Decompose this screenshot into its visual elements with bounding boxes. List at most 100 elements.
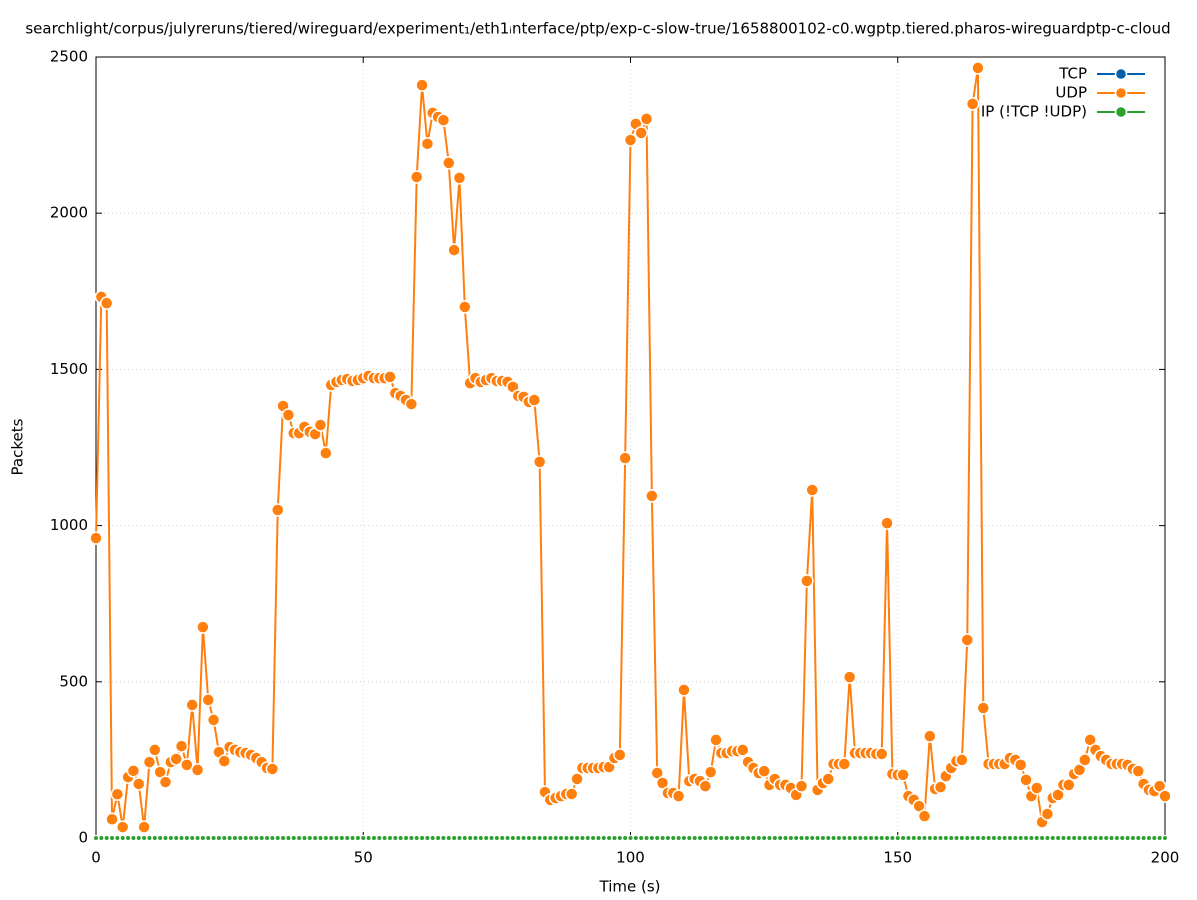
data-point <box>189 835 196 841</box>
data-point <box>729 835 736 841</box>
data-point <box>900 835 907 841</box>
data-point <box>253 835 260 841</box>
data-point <box>917 809 932 823</box>
data-point <box>215 835 222 841</box>
data-point <box>677 683 691 697</box>
data-point <box>971 61 985 75</box>
data-point <box>703 765 718 779</box>
data-point <box>409 170 424 184</box>
data-point <box>894 835 901 841</box>
data-point <box>1006 835 1013 841</box>
data-point <box>921 835 928 841</box>
series <box>93 835 1168 841</box>
data-point <box>196 620 210 634</box>
data-point <box>132 777 146 791</box>
data-point <box>1049 835 1056 841</box>
data-point <box>269 835 276 841</box>
data-point <box>873 835 880 841</box>
data-point <box>632 835 639 841</box>
data-point <box>313 418 328 432</box>
data-point <box>531 835 538 841</box>
data-point <box>623 133 638 147</box>
data-point <box>173 835 180 841</box>
data-point <box>1151 835 1158 841</box>
data-point <box>1055 835 1062 841</box>
data-point <box>857 835 864 841</box>
data-point <box>771 835 778 841</box>
data-point <box>739 835 746 841</box>
data-point <box>814 835 821 841</box>
data-point <box>639 112 654 126</box>
data-point <box>392 835 399 841</box>
data-point <box>301 835 308 841</box>
data-point <box>670 835 677 841</box>
data-point <box>194 835 201 841</box>
data-point <box>248 835 255 841</box>
data-point <box>552 835 559 841</box>
data-point <box>777 835 784 841</box>
data-point <box>536 835 543 841</box>
data-point <box>148 743 162 757</box>
data-point <box>611 835 618 841</box>
data-point <box>376 835 383 841</box>
data-point <box>1060 835 1067 841</box>
data-point <box>525 835 532 841</box>
data-point <box>659 835 666 841</box>
data-point <box>442 156 456 170</box>
data-point <box>119 835 126 841</box>
data-point <box>942 835 949 841</box>
data-point <box>458 300 472 314</box>
data-point <box>210 835 217 841</box>
data-point <box>226 835 233 841</box>
data-point <box>386 835 393 841</box>
data-point <box>698 779 713 793</box>
data-point <box>1019 773 1033 787</box>
data-point <box>980 835 987 841</box>
data-point <box>206 713 221 727</box>
data-point <box>89 531 103 545</box>
data-point <box>579 835 586 841</box>
data-point <box>98 835 105 841</box>
data-point <box>964 835 971 841</box>
data-point <box>1065 835 1072 841</box>
data-point <box>115 820 130 834</box>
data-point <box>527 393 542 407</box>
data-point <box>383 370 397 384</box>
data-point <box>884 835 891 841</box>
data-point <box>755 835 762 841</box>
data-point <box>1162 835 1168 841</box>
data-point <box>996 835 1003 841</box>
data-point <box>319 446 333 460</box>
data-point <box>638 835 645 841</box>
data-point <box>782 835 789 841</box>
data-point <box>1108 835 1115 841</box>
data-point <box>467 835 474 841</box>
data-point <box>142 755 157 769</box>
data-point <box>174 739 189 753</box>
data-point <box>691 835 698 841</box>
data-point <box>707 835 714 841</box>
data-point <box>532 455 547 469</box>
data-point <box>613 748 627 762</box>
y-tick-label: 2500 <box>50 48 88 66</box>
legend-label: UDP <box>1055 84 1087 102</box>
data-point <box>761 835 768 841</box>
x-tick-label: 150 <box>883 849 912 867</box>
series <box>89 61 1172 834</box>
data-point <box>504 835 511 841</box>
data-point <box>723 835 730 841</box>
data-point <box>1078 753 1092 767</box>
data-point <box>452 171 467 185</box>
data-point <box>564 787 579 801</box>
data-point <box>1103 835 1110 841</box>
data-point <box>270 503 285 517</box>
data-point <box>1013 758 1028 772</box>
data-point <box>1145 835 1152 841</box>
data-point <box>868 835 875 841</box>
data-point <box>354 835 361 841</box>
data-point <box>408 835 415 841</box>
data-point <box>965 97 980 111</box>
y-tick-label: 0 <box>78 829 88 847</box>
data-point <box>584 835 591 841</box>
